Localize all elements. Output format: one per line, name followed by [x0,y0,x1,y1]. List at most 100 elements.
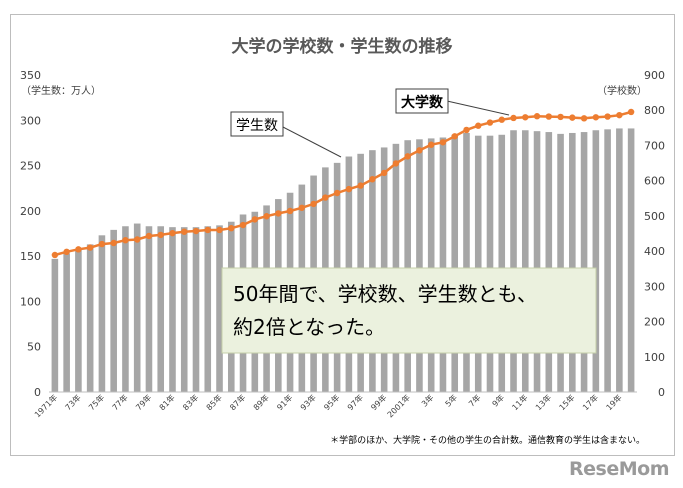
left-tick-label: 350 [20,69,41,82]
callout-line-2: 約2倍となった。 [233,315,385,339]
student-bar [133,223,141,392]
students-label-pointer [282,126,342,158]
callout-line-1: 50年間で、学校数、学生数とも、 [233,282,537,306]
school-count-point [63,248,70,256]
x-tick-label: 75年 [86,392,106,412]
student-bar [145,226,153,392]
student-bar [169,227,176,392]
student-bar [157,226,165,392]
school-count-point [357,182,364,189]
school-count-point [463,126,470,134]
school-count-point [251,216,258,223]
right-tick-label: 800 [644,104,665,117]
x-tick-label: 95年 [322,392,342,412]
school-count-point [380,169,388,177]
school-count-point [428,141,435,148]
x-tick-label: 81年 [157,392,177,412]
x-tick-label: 11年 [510,392,530,412]
school-count-point [110,239,117,247]
school-count-point [298,204,306,211]
student-bar [427,138,435,392]
student-bar [51,258,59,392]
school-count-point [533,113,541,120]
x-tick-label: 13年 [533,392,553,412]
right-axis-label: （学校数） [597,84,647,97]
school-count-point [345,185,353,193]
right-tick-label: 600 [644,175,665,188]
school-count-point [604,113,611,120]
student-bar [616,128,623,392]
student-bar [180,227,188,392]
schools-label-pointer [446,100,510,116]
x-tick-label: 97年 [345,392,365,412]
school-count-point [134,236,141,243]
school-count-point [451,133,458,140]
school-count-point [157,231,164,239]
student-bar [569,132,576,393]
school-count-point [228,225,235,232]
student-bar [474,135,482,392]
student-bar [404,140,411,392]
right-axis: 0 100 200 300 400 500 600 700 800 900 [644,69,665,399]
x-tick-label: 7年 [466,392,482,408]
left-tick-label: 100 [20,295,41,308]
left-axis-label: （学生数：万人） [21,84,101,97]
right-tick-label: 500 [644,210,665,223]
school-count-point [239,221,247,229]
student-bar [451,134,459,392]
x-tick-label: 15年 [557,392,577,412]
school-count-line [51,108,635,259]
student-bar [98,235,106,392]
student-bar [75,249,82,392]
school-count-point [286,207,294,215]
school-count-point [122,236,129,244]
student-bar [521,130,529,392]
left-tick-label: 300 [20,114,41,127]
x-tick-label: 17年 [580,392,600,412]
school-count-point [486,119,494,126]
school-count-polyline [54,110,632,257]
school-count-point [310,200,317,208]
schools-label: 大学数 [401,94,444,111]
footnote: ＊学部のほか、大学院・その他の学生の合計数。通信教育の学生は含まない。 [330,434,645,446]
school-count-point [322,194,329,201]
right-tick-label: 0 [658,386,665,399]
school-count-point [204,226,211,234]
school-count-point [545,113,552,120]
student-bar [510,130,517,392]
student-bar [557,133,564,392]
school-count-point [369,176,376,183]
school-count-point [392,160,400,167]
x-tick-label: 9年 [490,392,506,408]
school-count-point [169,229,176,237]
school-count-point [475,122,482,129]
student-bar [86,244,94,392]
chart-svg: 大学の学校数・学生数の推移 （学生数：万人） （学校数） 0 50 100 150 20… [20,36,665,446]
left-tick-label: 200 [20,205,41,218]
school-count-point [51,251,59,259]
student-bar [498,134,506,392]
x-tick-label: 79年 [133,392,153,412]
student-bar [604,129,611,392]
student-bar [545,132,553,392]
student-bar [439,137,447,392]
student-bar [122,226,129,392]
left-tick-label: 150 [20,250,41,263]
right-tick-label: 200 [644,316,665,329]
student-bar [192,227,200,392]
school-count-point [333,189,341,197]
student-bar [592,130,600,392]
student-bar [204,226,212,392]
student-bar [110,229,117,392]
left-tick-label: 50 [27,341,41,354]
x-tick-label: 89年 [251,392,271,412]
student-bar [463,132,470,393]
school-count-point [75,246,82,253]
school-count-point [498,116,505,123]
x-tick-label: 99年 [369,392,389,412]
students-label: 学生数 [236,118,278,134]
school-count-point [404,153,411,160]
school-count-point [557,113,564,121]
students-label-box [230,111,284,137]
school-count-point [510,114,517,122]
